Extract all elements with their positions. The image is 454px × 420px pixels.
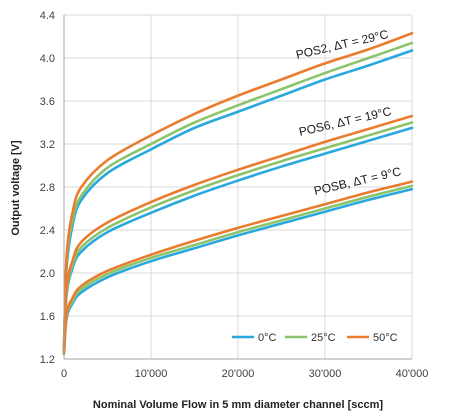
x-tick-label: 30'000 <box>309 368 342 380</box>
y-tick-label: 3.2 <box>40 139 55 151</box>
y-axis-title: Output voltage [V] <box>10 140 22 236</box>
legend: 0°C 25°C 50°C <box>232 332 398 344</box>
y-tick-label: 1.6 <box>40 311 55 323</box>
y-tick-label: 2.0 <box>40 268 55 280</box>
x-tick-label: 0 <box>61 368 67 380</box>
y-tick-label: 2.8 <box>40 182 55 194</box>
series-line-group0-50C <box>62 31 414 350</box>
legend-label: 0°C <box>258 332 277 344</box>
series-lines <box>62 31 414 355</box>
series-line-group2-25C <box>62 184 414 355</box>
x-tick-label: 10'000 <box>135 368 168 380</box>
series-line-group2-50C <box>62 180 414 355</box>
x-tick-label: 20'000 <box>222 368 255 380</box>
tick-labels: 1.2 1.6 2.0 2.4 2.8 3.2 3.6 4.0 4.4 0 10'000 20'000… <box>40 10 429 380</box>
axes <box>63 15 412 360</box>
y-tick-label: 1.2 <box>40 354 55 366</box>
series-line-group1-50C <box>62 114 414 352</box>
legend-label: 50°C <box>373 332 398 344</box>
y-tick-label: 3.6 <box>40 96 55 108</box>
x-tick-label: 40'000 <box>396 368 429 380</box>
x-axis-title: Nominal Volume Flow in 5 mm diameter cha… <box>93 399 383 411</box>
y-tick-label: 2.4 <box>40 225 55 237</box>
y-tick-label: 4.0 <box>40 53 55 65</box>
y-tick-label: 4.4 <box>40 10 55 22</box>
legend-label: 25°C <box>311 332 336 344</box>
